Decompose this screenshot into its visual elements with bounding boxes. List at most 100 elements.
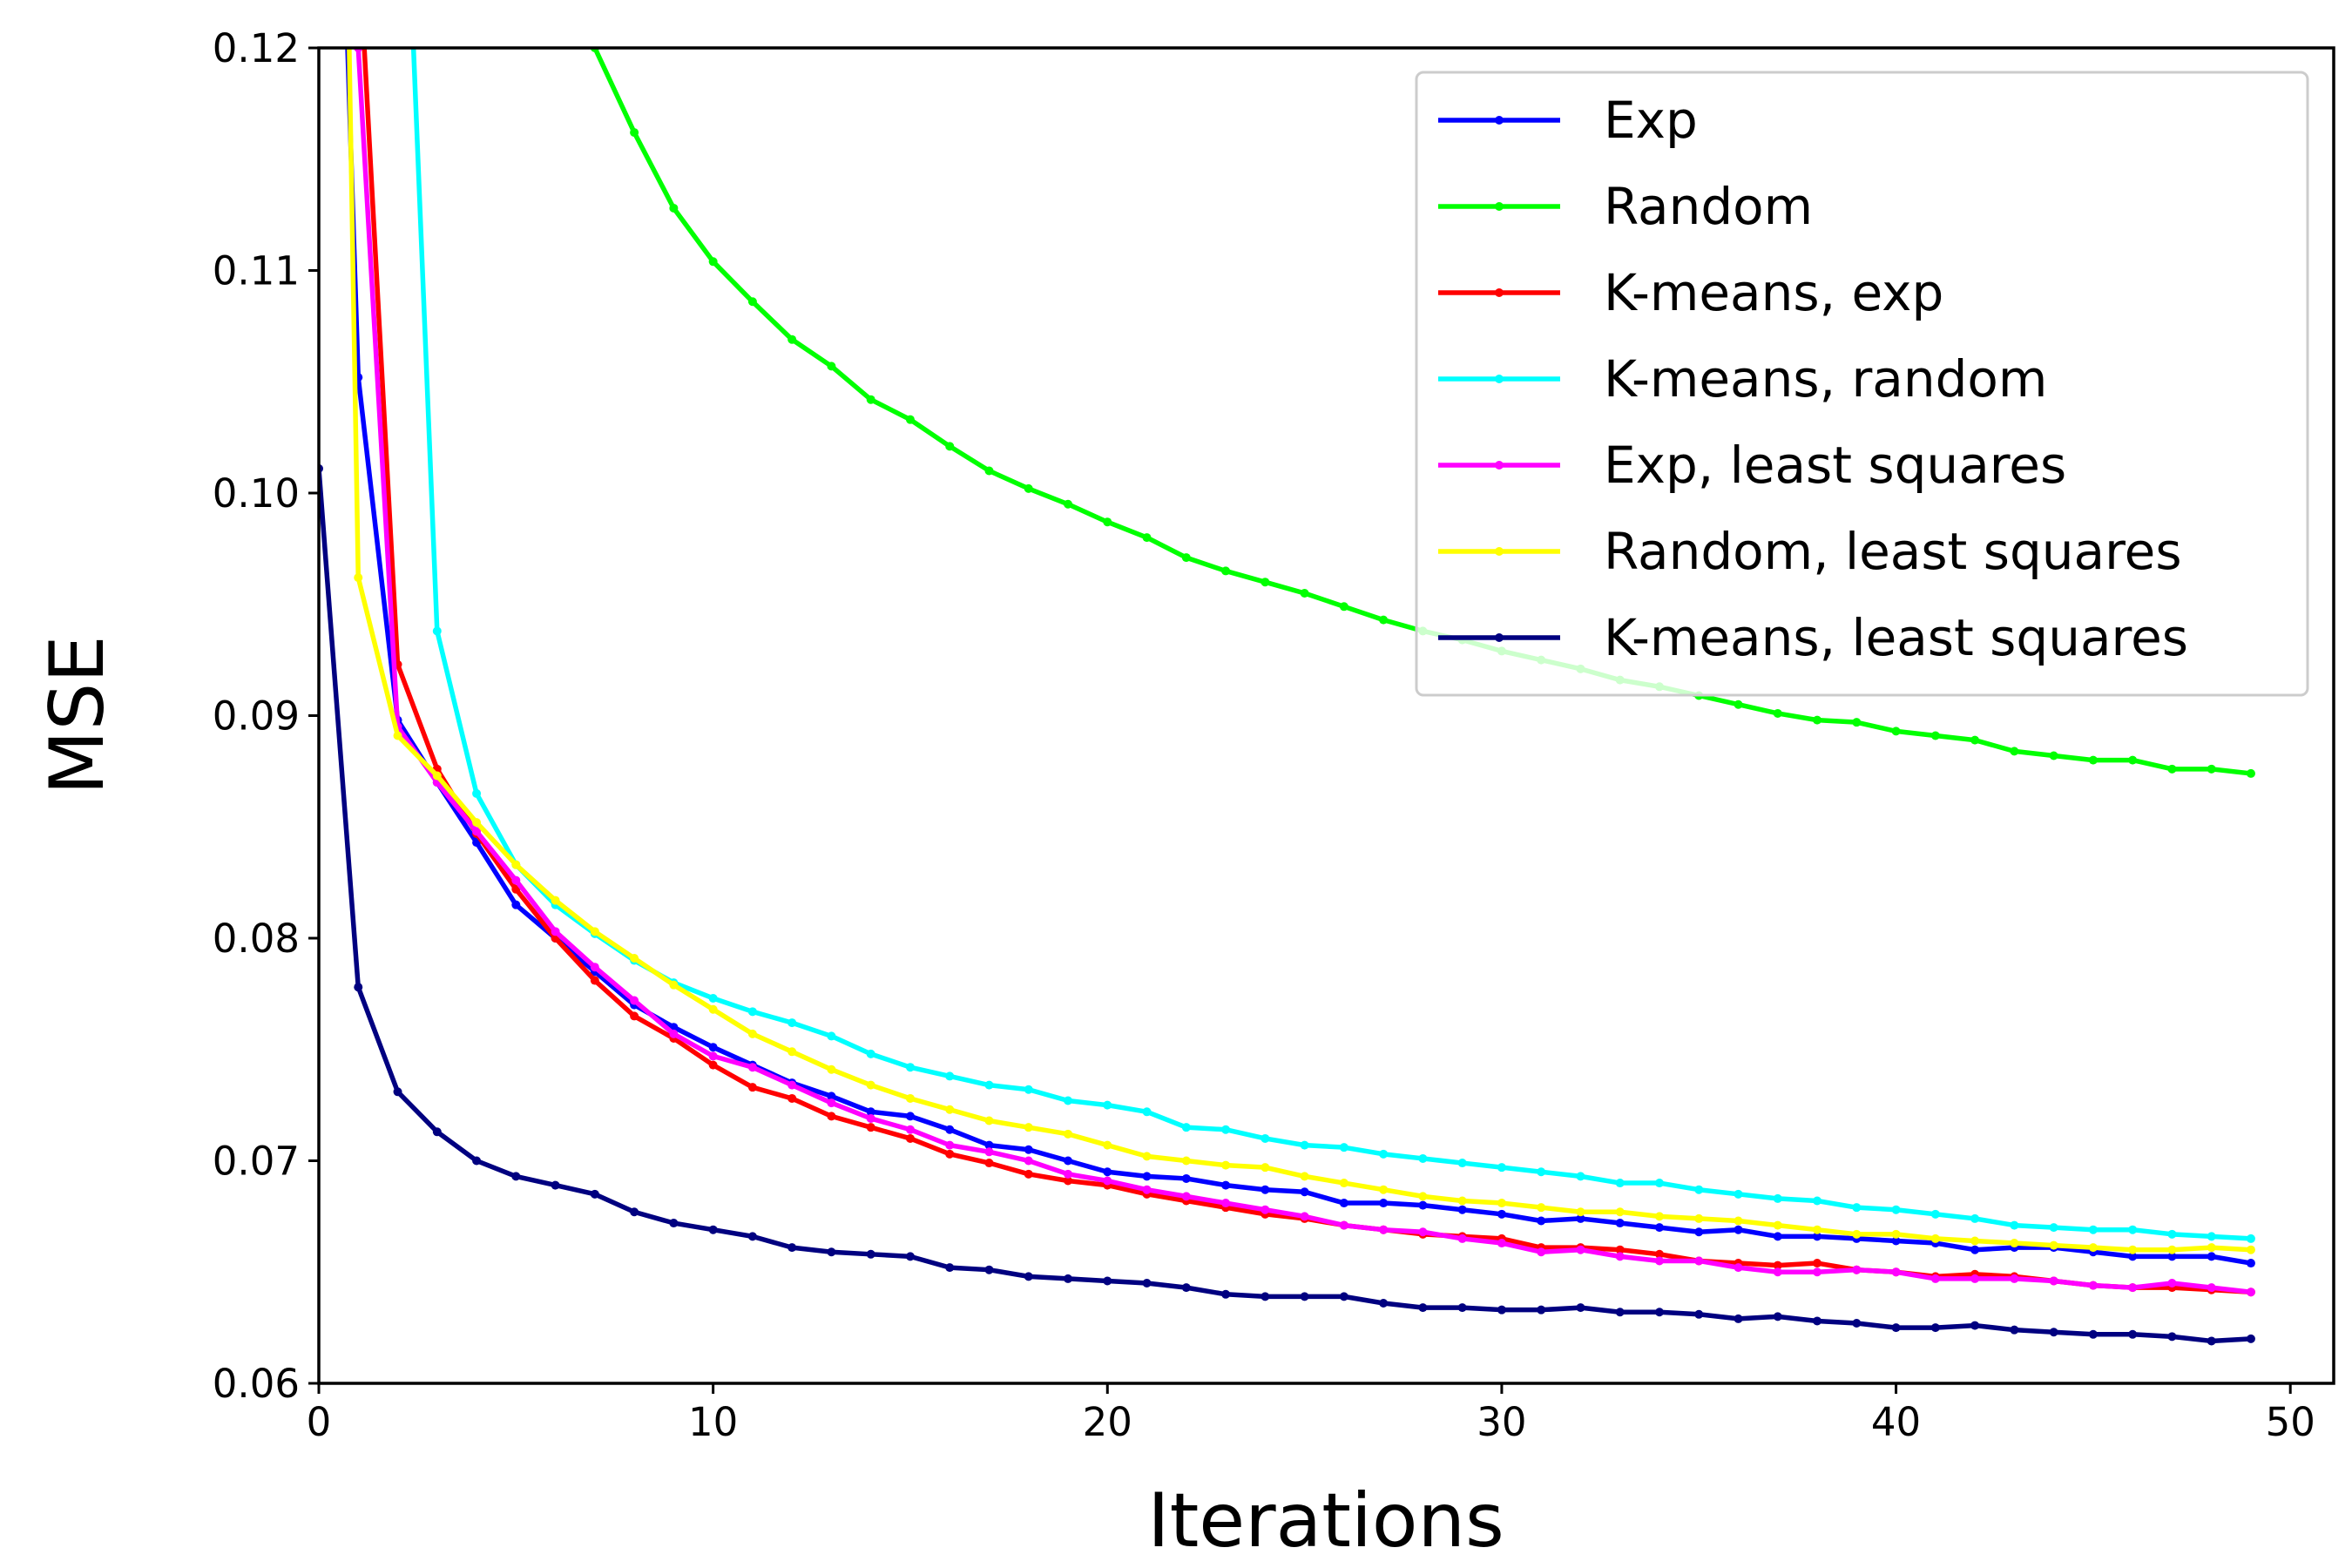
data-point bbox=[1734, 1314, 1743, 1323]
data-point bbox=[708, 993, 718, 1003]
data-point bbox=[1694, 1256, 1704, 1266]
series-line bbox=[355, 48, 2252, 1294]
y-tick-label: 0.09 bbox=[213, 693, 300, 740]
data-point bbox=[1970, 1245, 1980, 1254]
data-point bbox=[1260, 1292, 1270, 1301]
data-point bbox=[905, 1112, 915, 1121]
data-point bbox=[1930, 731, 1940, 740]
y-tick-label: 0.12 bbox=[213, 25, 300, 71]
data-point bbox=[905, 1133, 915, 1143]
data-point bbox=[1181, 1283, 1191, 1293]
data-point bbox=[432, 626, 442, 636]
data-point bbox=[1457, 1159, 1467, 1168]
data-point bbox=[1300, 1140, 1309, 1150]
data-point bbox=[1339, 1143, 1348, 1152]
data-point bbox=[1773, 1260, 1782, 1270]
data-point bbox=[511, 900, 521, 909]
data-point bbox=[905, 1063, 915, 1072]
data-point bbox=[1930, 1323, 1940, 1333]
legend-label: Exp bbox=[1604, 91, 1698, 150]
data-point bbox=[1852, 718, 1862, 727]
data-point bbox=[1024, 1272, 1033, 1281]
plot-area bbox=[319, 48, 2255, 1346]
y-tick-label: 0.08 bbox=[213, 916, 300, 962]
data-point bbox=[1576, 1172, 1585, 1181]
data-point bbox=[2128, 755, 2138, 765]
data-point bbox=[866, 1123, 875, 1132]
data-point bbox=[1654, 1212, 1664, 1221]
data-point bbox=[2207, 1252, 2216, 1261]
data-point bbox=[2207, 1243, 2216, 1253]
data-point bbox=[1852, 1319, 1862, 1328]
data-point bbox=[827, 1031, 836, 1041]
data-point bbox=[1142, 1185, 1152, 1194]
data-point bbox=[1418, 1192, 1428, 1201]
data-point bbox=[1576, 1303, 1585, 1313]
data-point bbox=[432, 1127, 442, 1137]
data-point bbox=[1654, 1179, 1664, 1188]
data-point bbox=[1181, 1123, 1191, 1132]
data-point bbox=[432, 771, 442, 781]
data-point bbox=[354, 573, 363, 583]
data-point bbox=[551, 927, 560, 936]
data-point bbox=[2246, 1259, 2255, 1268]
data-point bbox=[708, 1004, 718, 1014]
data-point bbox=[1497, 1163, 1506, 1173]
data-point bbox=[1813, 1267, 1822, 1277]
data-point bbox=[866, 1249, 875, 1259]
data-point bbox=[590, 927, 599, 936]
data-point bbox=[2128, 1225, 2138, 1234]
data-point bbox=[1615, 1219, 1625, 1228]
data-point bbox=[1930, 1209, 1940, 1219]
data-point bbox=[1064, 1156, 1073, 1166]
data-point bbox=[1103, 1167, 1112, 1177]
data-point bbox=[1813, 715, 1822, 725]
data-point bbox=[1734, 1263, 1743, 1273]
data-point bbox=[669, 1029, 679, 1038]
data-point bbox=[827, 1247, 836, 1257]
data-point bbox=[1103, 1176, 1112, 1186]
data-point bbox=[945, 442, 955, 451]
data-point bbox=[2049, 1223, 2058, 1233]
y-axis-label: MSE bbox=[34, 635, 121, 794]
data-point bbox=[630, 996, 639, 1005]
data-point bbox=[1260, 1185, 1270, 1194]
data-point bbox=[866, 1080, 875, 1090]
data-point bbox=[2128, 1252, 2138, 1261]
data-point bbox=[1930, 1233, 1940, 1243]
data-point bbox=[1260, 1205, 1270, 1214]
data-point bbox=[1576, 1245, 1585, 1254]
legend: Exp Random K-means, exp K-means, random Exp,… bbox=[1415, 71, 2309, 697]
data-point bbox=[2049, 751, 2058, 760]
data-point bbox=[1103, 517, 1112, 527]
data-point bbox=[2167, 1279, 2177, 1288]
data-point bbox=[1064, 1129, 1073, 1139]
data-point bbox=[1576, 1213, 1585, 1223]
data-point bbox=[2010, 1239, 2019, 1248]
data-point bbox=[1418, 1303, 1428, 1313]
data-point bbox=[1891, 1236, 1901, 1246]
data-point bbox=[1339, 1292, 1348, 1301]
data-point bbox=[945, 1263, 955, 1273]
data-point bbox=[630, 1011, 639, 1021]
data-point bbox=[2049, 1328, 2058, 1337]
data-point bbox=[1497, 1209, 1506, 1219]
data-point bbox=[1103, 1100, 1112, 1110]
data-point bbox=[1103, 1140, 1112, 1150]
legend-label: Random bbox=[1604, 177, 1813, 236]
x-tick-label: 20 bbox=[1083, 1399, 1132, 1445]
data-point bbox=[393, 731, 402, 740]
data-point bbox=[590, 963, 599, 972]
data-point bbox=[2246, 1233, 2255, 1243]
legend-marker bbox=[1495, 202, 1504, 211]
data-point bbox=[787, 335, 797, 344]
data-point bbox=[2246, 1334, 2255, 1343]
data-point bbox=[1773, 1193, 1782, 1203]
data-point bbox=[630, 953, 639, 963]
data-point bbox=[1379, 1149, 1389, 1159]
data-point bbox=[1734, 1216, 1743, 1226]
series-line bbox=[591, 48, 2252, 776]
data-point bbox=[1852, 1203, 1862, 1213]
data-point bbox=[1813, 1316, 1822, 1326]
